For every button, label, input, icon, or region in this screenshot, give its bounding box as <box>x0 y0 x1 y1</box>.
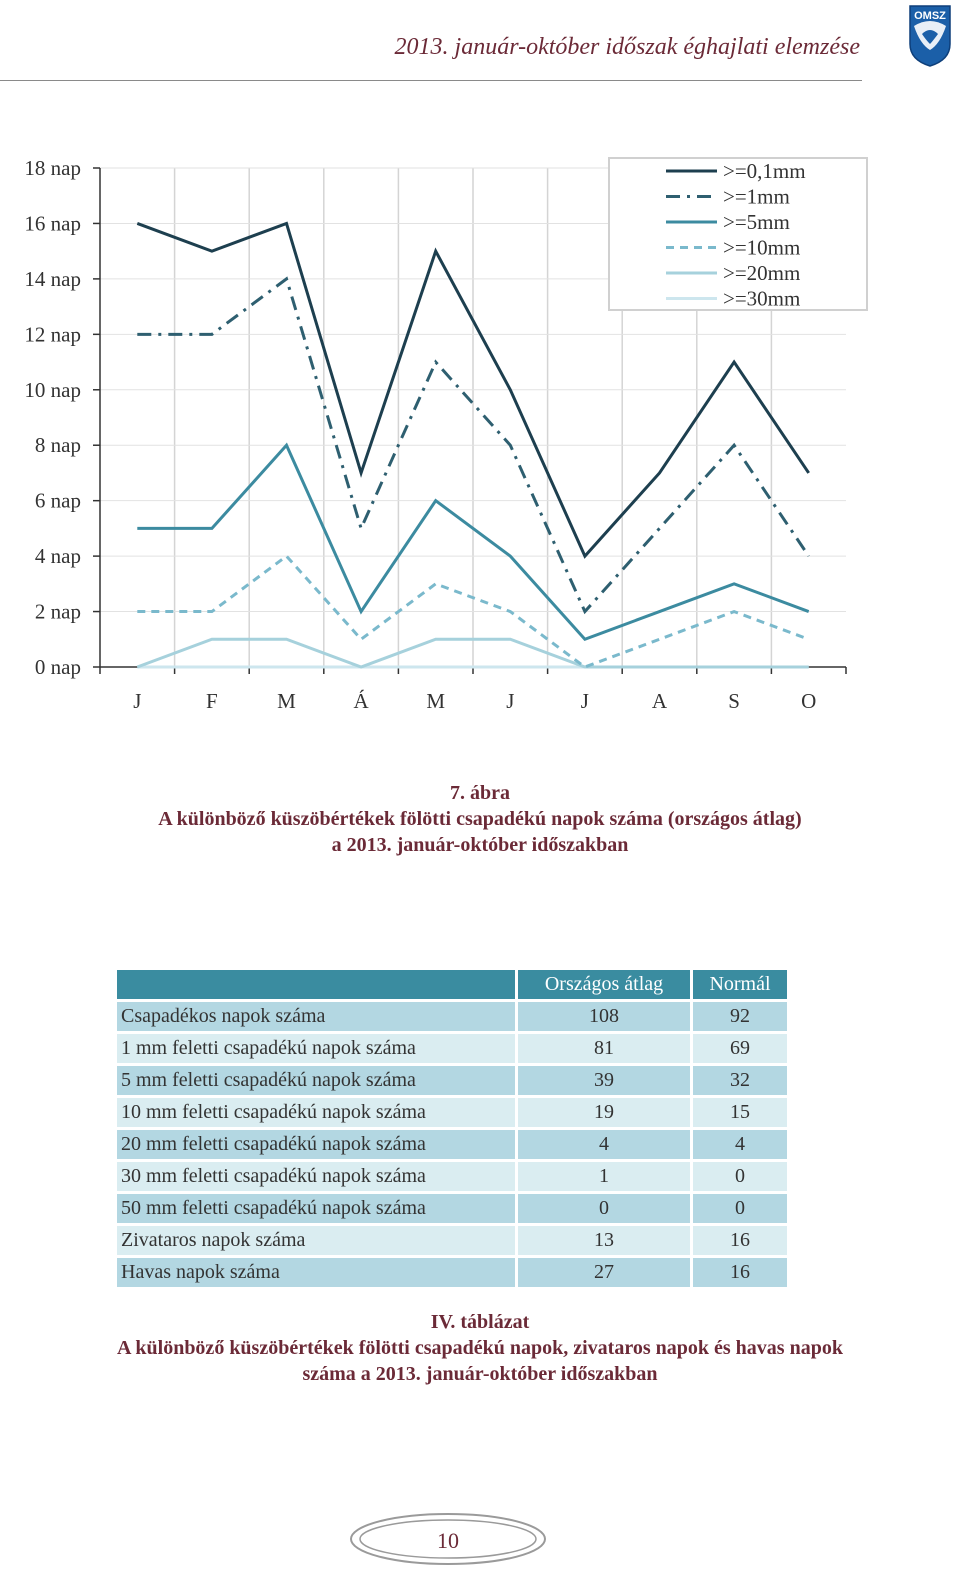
row-avg-value: 27 <box>515 1258 690 1290</box>
row-avg-value: 1 <box>515 1162 690 1194</box>
x-tick-label: O <box>801 689 816 713</box>
y-tick-label: 6 nap <box>35 489 81 513</box>
row-avg-value: 108 <box>515 1002 690 1034</box>
x-tick-label: Á <box>354 689 370 713</box>
table-row: Csapadékos napok száma 108 92 <box>117 1002 787 1034</box>
table-row: 50 mm feletti csapadékú napok száma 0 0 <box>117 1194 787 1226</box>
legend-label: >=5mm <box>723 210 790 234</box>
row-avg-value: 39 <box>515 1066 690 1098</box>
legend-label: >=1mm <box>723 185 790 209</box>
table-header-empty <box>117 970 515 1002</box>
legend-label: >=0,1mm <box>723 159 806 183</box>
figure-number: 7. ábra <box>450 782 510 804</box>
chart-series <box>136 221 810 669</box>
x-tick-label: M <box>426 689 445 713</box>
series-line-0 <box>136 221 810 559</box>
precipitation-days-chart: 0 nap 2 nap 4 nap 6 nap 8 nap 10 nap 12 nap 14 … <box>24 156 868 713</box>
series-line-4 <box>136 637 809 669</box>
series-line-3 <box>137 554 810 669</box>
row-avg-value: 0 <box>515 1194 690 1226</box>
document-header-title: 2013. január-október időszak éghajlati e… <box>394 34 860 60</box>
page-number: 10 <box>437 1528 459 1553</box>
omsz-logo: OMSZ <box>909 5 951 67</box>
figure-caption-line2: a 2013. január-október időszakban <box>331 834 629 856</box>
row-avg-value: 81 <box>515 1034 690 1066</box>
table-row: 20 mm feletti csapadékú napok száma 4 4 <box>117 1130 787 1162</box>
table-row: 1 mm feletti csapadékú napok száma 81 69 <box>117 1034 787 1066</box>
y-tick-label: 12 nap <box>24 322 81 346</box>
y-tick-label: 4 nap <box>35 544 81 568</box>
row-label: Havas napok száma <box>117 1258 515 1290</box>
x-tick-label: J <box>581 689 589 713</box>
table-caption-line1: A különböző küszöbértékek fölötti csapad… <box>117 1337 843 1359</box>
row-normal-value: 4 <box>690 1130 787 1162</box>
row-normal-value: 32 <box>690 1066 787 1098</box>
table-row: 5 mm feletti csapadékú napok száma 39 32 <box>117 1066 787 1098</box>
page-number-badge: 10 <box>348 1510 548 1568</box>
legend-label: >=30mm <box>723 287 800 311</box>
table-caption-line2: száma a 2013. január-október időszakban <box>302 1363 658 1385</box>
table-caption: IV. táblázat A különböző küszöbértékek f… <box>0 1309 960 1387</box>
legend-label: >=10mm <box>723 236 800 260</box>
y-tick-label: 8 nap <box>35 433 81 457</box>
table-header-avg: Országos átlag <box>515 970 690 1002</box>
series-line-2 <box>137 442 810 642</box>
row-normal-value: 0 <box>690 1162 787 1194</box>
x-tick-label: A <box>652 689 668 713</box>
row-normal-value: 16 <box>690 1226 787 1258</box>
y-tick-label: 14 nap <box>24 267 81 291</box>
row-normal-value: 92 <box>690 1002 787 1034</box>
row-label: Csapadékos napok száma <box>117 1002 515 1034</box>
legend-label: >=20mm <box>723 261 800 285</box>
row-normal-value: 69 <box>690 1034 787 1066</box>
row-label: 20 mm feletti csapadékú napok száma <box>117 1130 515 1162</box>
y-tick-label: 2 nap <box>35 600 81 624</box>
chart-axes: 0 nap 2 nap 4 nap 6 nap 8 nap 10 nap 12 nap 14 … <box>24 156 847 713</box>
row-label: Zivataros napok száma <box>117 1226 515 1258</box>
page-number-ornament <box>350 1513 546 1565</box>
row-avg-value: 4 <box>515 1130 690 1162</box>
row-normal-value: 16 <box>690 1258 787 1290</box>
row-label: 30 mm feletti csapadékú napok száma <box>117 1162 515 1194</box>
chart-legend: >=0,1mm>=1mm>=5mm>=10mm>=20mm>=30mm <box>608 157 868 311</box>
row-normal-value: 0 <box>690 1194 787 1226</box>
table-row: 10 mm feletti csapadékú napok száma 19 15 <box>117 1098 787 1130</box>
table-header-row: Országos átlag Normál <box>117 970 787 1002</box>
chart-grid <box>100 167 846 667</box>
row-label: 5 mm feletti csapadékú napok száma <box>117 1066 515 1098</box>
row-label: 1 mm feletti csapadékú napok száma <box>117 1034 515 1066</box>
row-label: 10 mm feletti csapadékú napok száma <box>117 1098 515 1130</box>
figure-caption: 7. ábra A különböző küszöbértékek fölött… <box>0 780 960 858</box>
y-tick-label: 0 nap <box>35 655 81 679</box>
x-tick-label: F <box>206 689 218 713</box>
row-label: 50 mm feletti csapadékú napok száma <box>117 1194 515 1226</box>
x-tick-label: J <box>133 689 141 713</box>
table-row: Zivataros napok száma 13 16 <box>117 1226 787 1258</box>
x-tick-label: S <box>728 689 740 713</box>
row-avg-value: 19 <box>515 1098 690 1130</box>
y-tick-label: 18 nap <box>24 156 81 180</box>
table-row: 30 mm feletti csapadékú napok száma 1 0 <box>117 1162 787 1194</box>
y-tick-label: 10 nap <box>24 378 81 402</box>
table-number: IV. táblázat <box>430 1311 530 1333</box>
x-tick-label: M <box>277 689 296 713</box>
header-divider <box>0 80 862 81</box>
figure-caption-line1: A különböző küszöbértékek fölötti csapad… <box>158 808 802 830</box>
logo-text: OMSZ <box>914 10 946 22</box>
y-tick-label: 16 nap <box>24 211 81 235</box>
table-row: Havas napok száma 27 16 <box>117 1258 787 1290</box>
legend-box <box>608 157 868 311</box>
precipitation-stats-table: Országos átlag Normál Csapadékos napok s… <box>117 970 787 1290</box>
table-header-normal: Normál <box>690 970 787 1002</box>
row-avg-value: 13 <box>515 1226 690 1258</box>
row-normal-value: 15 <box>690 1098 787 1130</box>
x-tick-label: J <box>506 689 514 713</box>
